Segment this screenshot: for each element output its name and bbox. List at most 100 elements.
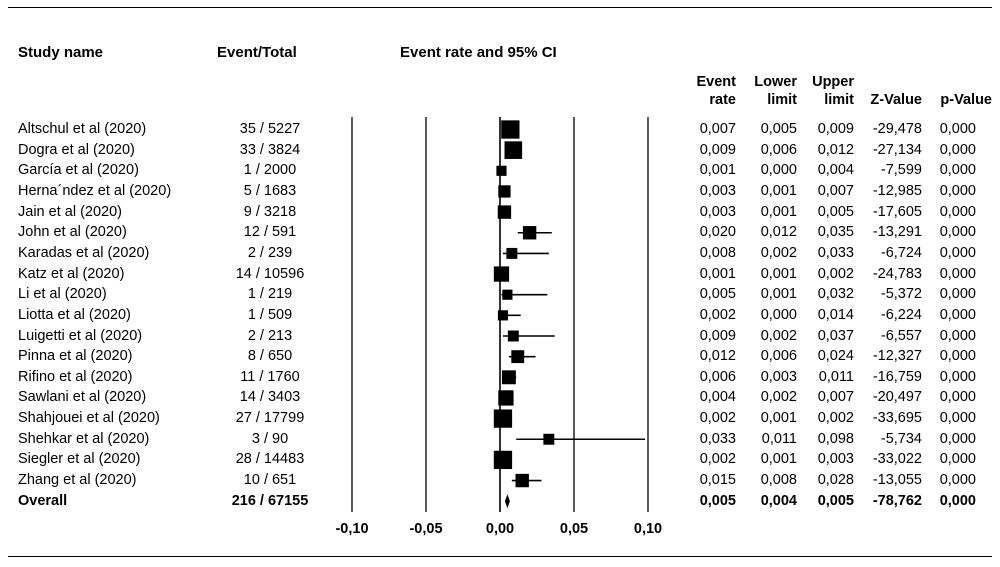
p-value-cell: 0,000 bbox=[939, 430, 976, 447]
lower-limit-cell: 0,001 bbox=[760, 265, 797, 282]
event-total-cell: 8 / 650 bbox=[247, 348, 293, 365]
upper-limit-cell: 0,002 bbox=[817, 265, 854, 282]
point-marker bbox=[493, 450, 513, 470]
event-total-cell: 35 / 5227 bbox=[239, 121, 301, 137]
event-total-cell: 28 / 14483 bbox=[235, 451, 305, 468]
upper-limit-cell: 0,035 bbox=[817, 224, 854, 241]
table-row: Li et al (2020) 1 / 219 0,005 0,001 0,032 -5,… bbox=[0, 284, 1000, 305]
event-rate-cell: 0,003 bbox=[699, 182, 736, 199]
p-value-cell: 0,000 bbox=[939, 244, 976, 261]
study-name-cell: Shahjouei et al (2020) bbox=[18, 410, 160, 427]
event-total-cell: 1 / 509 bbox=[247, 306, 293, 323]
event-total-cell: 2 / 239 bbox=[247, 244, 293, 261]
table-row: Luigetti et al (2020) 2 / 213 0,009 0,002 0,… bbox=[0, 326, 1000, 347]
z-value-cell: -13,291 bbox=[872, 224, 922, 241]
p-value-cell: 0,000 bbox=[939, 203, 976, 220]
upper-limit-cell: 0,011 bbox=[818, 368, 854, 385]
point-marker bbox=[501, 120, 520, 139]
event-rate-cell: 0,006 bbox=[699, 368, 736, 385]
upper-limit-header: Upper limit bbox=[800, 73, 854, 109]
table-row: Pinna et al (2020) 8 / 650 0,012 0,006 0,024… bbox=[0, 346, 1000, 367]
study-name-cell: Altschul et al (2020) bbox=[18, 121, 147, 137]
lower-limit-cell: 0,000 bbox=[760, 306, 797, 323]
event-rate-cell: 0,020 bbox=[699, 224, 736, 241]
p-value-cell: 0,000 bbox=[939, 162, 976, 179]
event-total-cell: 12 / 591 bbox=[243, 224, 297, 241]
table-row: Rifino et al (2020) 11 / 1760 0,006 0,003 0,… bbox=[0, 367, 1000, 388]
upper-limit-cell: 0,024 bbox=[817, 348, 854, 365]
lower-limit-cell: 0,002 bbox=[760, 244, 797, 261]
point-marker bbox=[504, 141, 523, 159]
table-row: Shahjouei et al (2020) 27 / 17799 0,002 0,0… bbox=[0, 408, 1000, 429]
upper-limit-cell: 0,028 bbox=[817, 472, 854, 489]
study-name-cell: Zhang et al (2020) bbox=[18, 472, 137, 489]
overall-diamond bbox=[504, 494, 510, 509]
point-marker bbox=[543, 433, 555, 445]
z-value-cell: -5,372 bbox=[880, 286, 922, 303]
x-tick-label: 0,00 bbox=[486, 521, 514, 537]
z-value-header: Z-Value bbox=[870, 92, 922, 108]
z-value-cell: -29,478 bbox=[872, 121, 922, 137]
point-marker bbox=[498, 390, 514, 406]
lower-limit-cell: 0,008 bbox=[760, 472, 797, 489]
point-marker bbox=[497, 310, 509, 321]
z-value-cell: -7,599 bbox=[880, 162, 922, 179]
study-name-header: Study name bbox=[18, 44, 104, 61]
x-tick-label: 0,10 bbox=[634, 521, 662, 537]
event-rate-cell: 0,009 bbox=[699, 327, 736, 344]
upper-limit-header-line1: Upper bbox=[812, 74, 854, 90]
lower-limit-cell: 0,001 bbox=[760, 203, 797, 220]
point-marker bbox=[496, 165, 507, 176]
p-value-cell: 0,000 bbox=[939, 141, 976, 158]
z-value-cell: -6,557 bbox=[880, 327, 922, 344]
lower-limit-header-line2: limit bbox=[767, 92, 797, 108]
overall-row: Overall 216 / 67155 0,005 0,004 0,005 -78,762… bbox=[0, 491, 1000, 512]
event-total-cell: 2 / 213 bbox=[247, 327, 293, 344]
study-name-cell: Pinna et al (2020) bbox=[18, 348, 133, 365]
event-rate-header-line1: Event bbox=[696, 74, 737, 90]
z-value-cell: -5,734 bbox=[880, 430, 922, 447]
p-value-cell: 0,000 bbox=[939, 410, 976, 427]
event-rate-header: Event rate bbox=[680, 73, 737, 109]
point-marker bbox=[497, 205, 512, 219]
event-total-cell: 33 / 3824 bbox=[239, 141, 301, 158]
study-name-cell: Jain et al (2020) bbox=[18, 203, 122, 220]
upper-limit-cell: 0,009 bbox=[817, 121, 854, 137]
p-value-cell: 0,000 bbox=[939, 224, 976, 241]
study-name-cell: Rifino et al (2020) bbox=[18, 368, 133, 385]
p-value-cell: 0,000 bbox=[939, 472, 976, 489]
point-marker bbox=[498, 185, 511, 198]
study-name-cell: Li et al (2020) bbox=[18, 286, 107, 303]
z-value-cell: -17,605 bbox=[872, 203, 922, 220]
table-row: John et al (2020) 12 / 591 0,020 0,012 0,035… bbox=[0, 222, 1000, 243]
z-value-cell: -33,695 bbox=[872, 410, 922, 427]
p-value-cell: 0,000 bbox=[939, 265, 976, 282]
event-rate-cell: 0,001 bbox=[699, 265, 736, 282]
x-tick-label: -0,10 bbox=[335, 521, 368, 537]
point-marker bbox=[507, 330, 519, 342]
table-row: Karadas et al (2020) 2 / 239 0,008 0,002 0,0… bbox=[0, 243, 1000, 264]
lower-limit-cell: 0,000 bbox=[760, 162, 797, 179]
lower-limit-header-line1: Lower bbox=[754, 74, 797, 90]
z-value-cell: -6,724 bbox=[880, 244, 922, 261]
event-rate-cell: 0,005 bbox=[699, 492, 736, 509]
lower-limit-cell: 0,004 bbox=[760, 492, 797, 509]
upper-limit-cell: 0,007 bbox=[817, 182, 854, 199]
lower-limit-cell: 0,001 bbox=[760, 286, 797, 303]
p-value-header: p-Value bbox=[940, 92, 992, 108]
event-rate-cell: 0,009 bbox=[699, 141, 736, 158]
study-name-cell: Sawlani et al (2020) bbox=[18, 389, 147, 406]
z-value-cell: -20,497 bbox=[872, 389, 922, 406]
event-rate-cell: 0,003 bbox=[699, 203, 736, 220]
table-row: Liotta et al (2020) 1 / 509 0,002 0,000 0,01… bbox=[0, 305, 1000, 326]
z-value-cell: -16,759 bbox=[872, 368, 922, 385]
study-name-cell: Dogra et al (2020) bbox=[18, 141, 135, 158]
study-name-cell: Karadas et al (2020) bbox=[18, 244, 150, 261]
event-rate-cell: 0,002 bbox=[699, 410, 736, 427]
lower-limit-cell: 0,002 bbox=[760, 389, 797, 406]
upper-limit-cell: 0,005 bbox=[817, 492, 854, 509]
p-value-cell: 0,000 bbox=[939, 368, 976, 385]
lower-limit-cell: 0,001 bbox=[760, 182, 797, 199]
event-total-cell: 1 / 219 bbox=[247, 286, 293, 303]
upper-limit-cell: 0,002 bbox=[817, 410, 854, 427]
